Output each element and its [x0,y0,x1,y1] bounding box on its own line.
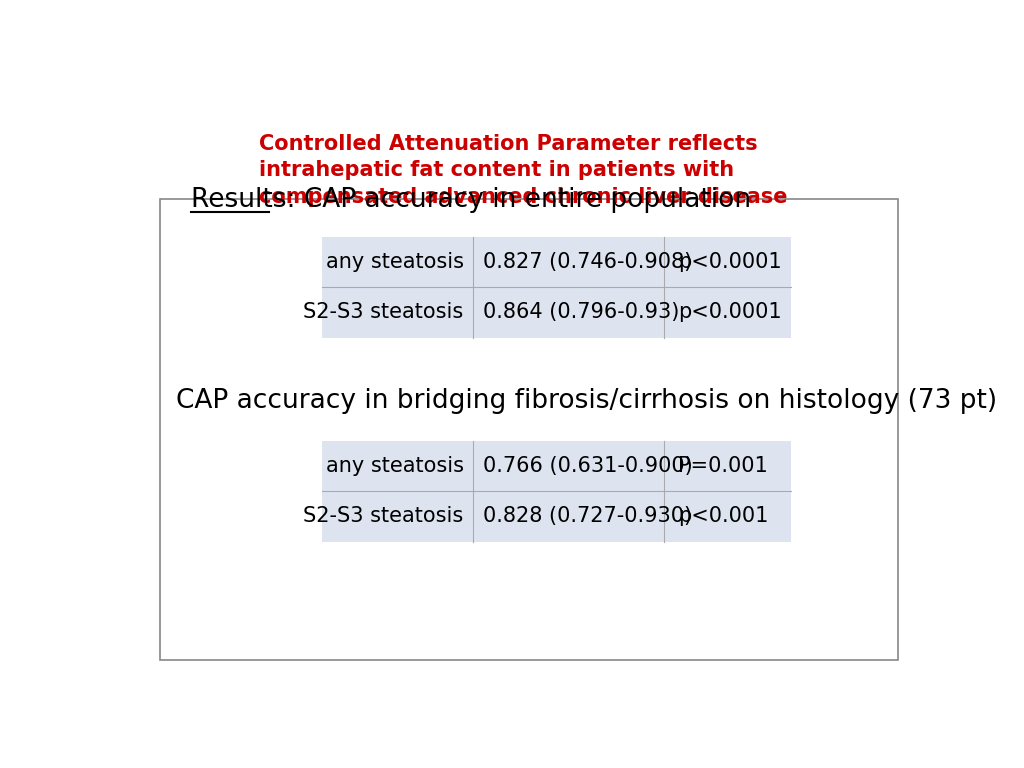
Text: 0.827 (0.746-0.908): 0.827 (0.746-0.908) [482,252,692,272]
Text: S2-S3 steatosis: S2-S3 steatosis [303,506,464,526]
Text: p<0.0001: p<0.0001 [678,252,781,272]
Bar [323,492,791,541]
Text: p<0.0001: p<0.0001 [678,303,781,323]
Bar [323,441,791,492]
Text: P=0.001: P=0.001 [678,456,768,476]
Bar [323,237,791,287]
Bar [160,199,898,660]
Text: intrahepatic fat content in patients with: intrahepatic fat content in patients wit… [259,161,734,180]
Text: p<0.001: p<0.001 [678,506,768,526]
Text: Results: CAP accuracy in entire population: Results: CAP accuracy in entire populati… [191,187,752,213]
Text: 0.864 (0.796-0.93): 0.864 (0.796-0.93) [482,303,679,323]
Text: 0.828 (0.727-0.930): 0.828 (0.727-0.930) [482,506,692,526]
Text: compensated advanced chronic liver disease: compensated advanced chronic liver disea… [259,187,787,207]
Text: any steatosis: any steatosis [326,252,464,272]
Bar [323,287,791,338]
Text: 0.766 (0.631-0.900): 0.766 (0.631-0.900) [482,456,692,476]
Text: any steatosis: any steatosis [326,456,464,476]
Text: S2-S3 steatosis: S2-S3 steatosis [303,303,464,323]
Text: CAP accuracy in bridging fibrosis/cirrhosis on histology (73 pt): CAP accuracy in bridging fibrosis/cirrho… [176,388,996,414]
Text: Controlled Attenuation Parameter reflects: Controlled Attenuation Parameter reflect… [259,134,758,154]
